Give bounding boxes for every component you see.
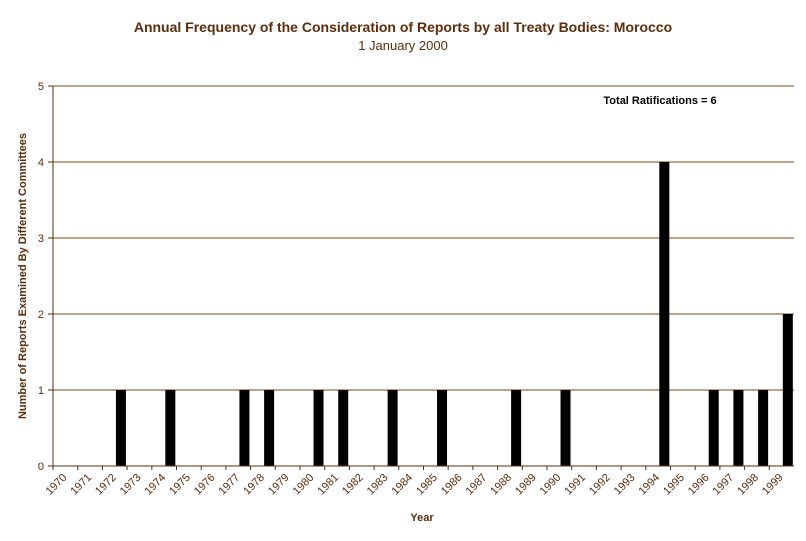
x-tick-label-1992: 1992 [587, 472, 613, 498]
bar-1985 [437, 390, 448, 466]
bar-1980 [313, 390, 324, 466]
y-tick-label-0: 0 [38, 461, 44, 473]
bar-1990 [560, 390, 571, 466]
bar-1972 [115, 390, 126, 466]
x-tick-label-1983: 1983 [365, 472, 391, 498]
x-tick-label-1991: 1991 [562, 472, 588, 498]
x-tick-label-1973: 1973 [118, 472, 144, 498]
x-tick-label-1984: 1984 [389, 472, 415, 498]
x-tick-label-1988: 1988 [488, 472, 514, 498]
bar-1999 [782, 314, 793, 466]
y-tick-label-1: 1 [38, 385, 44, 397]
bar-1988 [511, 390, 522, 466]
bar-1981 [338, 390, 349, 466]
bar-1997 [733, 390, 744, 466]
x-tick-label-1986: 1986 [439, 472, 465, 498]
x-axis-title: Year [410, 512, 434, 524]
y-tick-label-5: 5 [38, 81, 44, 93]
x-tick-label-1994: 1994 [636, 472, 662, 498]
x-tick-label-1993: 1993 [612, 472, 638, 498]
y-axis-title: Number of Reports Examined By Different … [17, 133, 29, 419]
x-tick-label-1977: 1977 [217, 472, 243, 498]
x-tick-label-1989: 1989 [513, 472, 539, 498]
x-tick-label-1976: 1976 [192, 472, 218, 498]
x-tick-label-1990: 1990 [538, 472, 564, 498]
x-tick-label-1979: 1979 [266, 472, 292, 498]
x-tick-label-1974: 1974 [142, 472, 168, 498]
bar-1994 [659, 162, 670, 466]
bars [115, 162, 793, 466]
x-tick-label-1980: 1980 [291, 472, 317, 498]
x-tick-label-1998: 1998 [735, 472, 761, 498]
x-tick-label-1995: 1995 [661, 472, 687, 498]
x-tick-label-1970: 1970 [44, 472, 70, 498]
x-tick-label-1978: 1978 [241, 472, 267, 498]
x-tick-labels: 1970197119721973197419751976197719781979… [44, 466, 786, 497]
bar-1983 [387, 390, 398, 466]
x-tick-label-1996: 1996 [686, 472, 712, 498]
x-tick-label-1981: 1981 [315, 472, 341, 498]
x-tick-label-1982: 1982 [340, 472, 366, 498]
chart-title: Annual Frequency of the Consideration of… [134, 19, 672, 35]
x-tick-label-1985: 1985 [414, 472, 440, 498]
y-tick-label-2: 2 [38, 309, 44, 321]
x-tick-label-1997: 1997 [711, 472, 737, 498]
plot-background [53, 86, 794, 466]
bar-1996 [708, 390, 719, 466]
y-tick-label-3: 3 [38, 233, 44, 245]
bar-1977 [239, 390, 250, 466]
x-tick-label-1971: 1971 [68, 472, 94, 498]
x-tick-label-1999: 1999 [760, 472, 786, 498]
y-tick-labels: 0 1 2 3 4 5 [38, 81, 53, 473]
x-tick-label-1987: 1987 [464, 472, 490, 498]
bar-1998 [758, 390, 769, 466]
bar-1974 [165, 390, 176, 466]
x-tick-label-1975: 1975 [167, 472, 193, 498]
x-tick-label-1972: 1972 [93, 472, 119, 498]
annotation-total-ratifications: Total Ratifications = 6 [603, 95, 716, 107]
chart-subtitle: 1 January 2000 [358, 38, 448, 53]
bar-1978 [264, 390, 275, 466]
y-tick-label-4: 4 [38, 157, 44, 169]
